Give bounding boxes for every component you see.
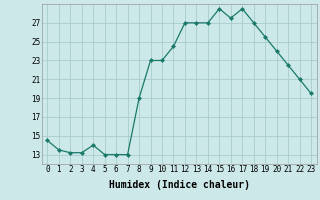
X-axis label: Humidex (Indice chaleur): Humidex (Indice chaleur) xyxy=(109,180,250,190)
